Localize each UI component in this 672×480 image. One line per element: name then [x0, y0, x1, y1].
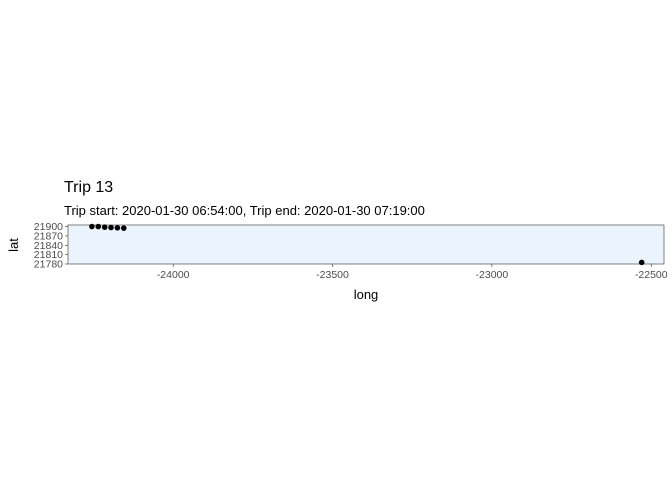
y-tick-label: 21870 — [34, 230, 63, 242]
y-axis-title: lat — [6, 238, 21, 252]
y-tick-label: 21840 — [34, 240, 63, 252]
data-point — [101, 224, 108, 230]
x-tick-label: -22500 — [635, 269, 668, 281]
y-tick-label: 21900 — [34, 221, 63, 233]
x-tick-label: -24000 — [157, 269, 190, 281]
chart-title: Trip 13 — [64, 179, 113, 196]
data-point — [108, 224, 114, 231]
data-point — [89, 223, 95, 230]
data-point — [120, 225, 127, 231]
data-points — [89, 223, 645, 266]
data-point — [638, 259, 645, 266]
x-tick-label: -23500 — [316, 269, 349, 281]
chart-subtitle: Trip start: 2020-01-30 06:54:00, Trip en… — [64, 203, 425, 218]
data-point — [114, 225, 121, 231]
y-tick-label: 21810 — [34, 249, 63, 261]
plot-panel — [67, 224, 665, 265]
x-axis-title: long — [354, 287, 379, 302]
y-tick-label: 21780 — [34, 259, 63, 271]
x-tick-label: -23000 — [476, 269, 509, 281]
x-axis: -24000 -23500 -23000 -22500 — [157, 264, 668, 281]
data-point — [95, 223, 102, 230]
